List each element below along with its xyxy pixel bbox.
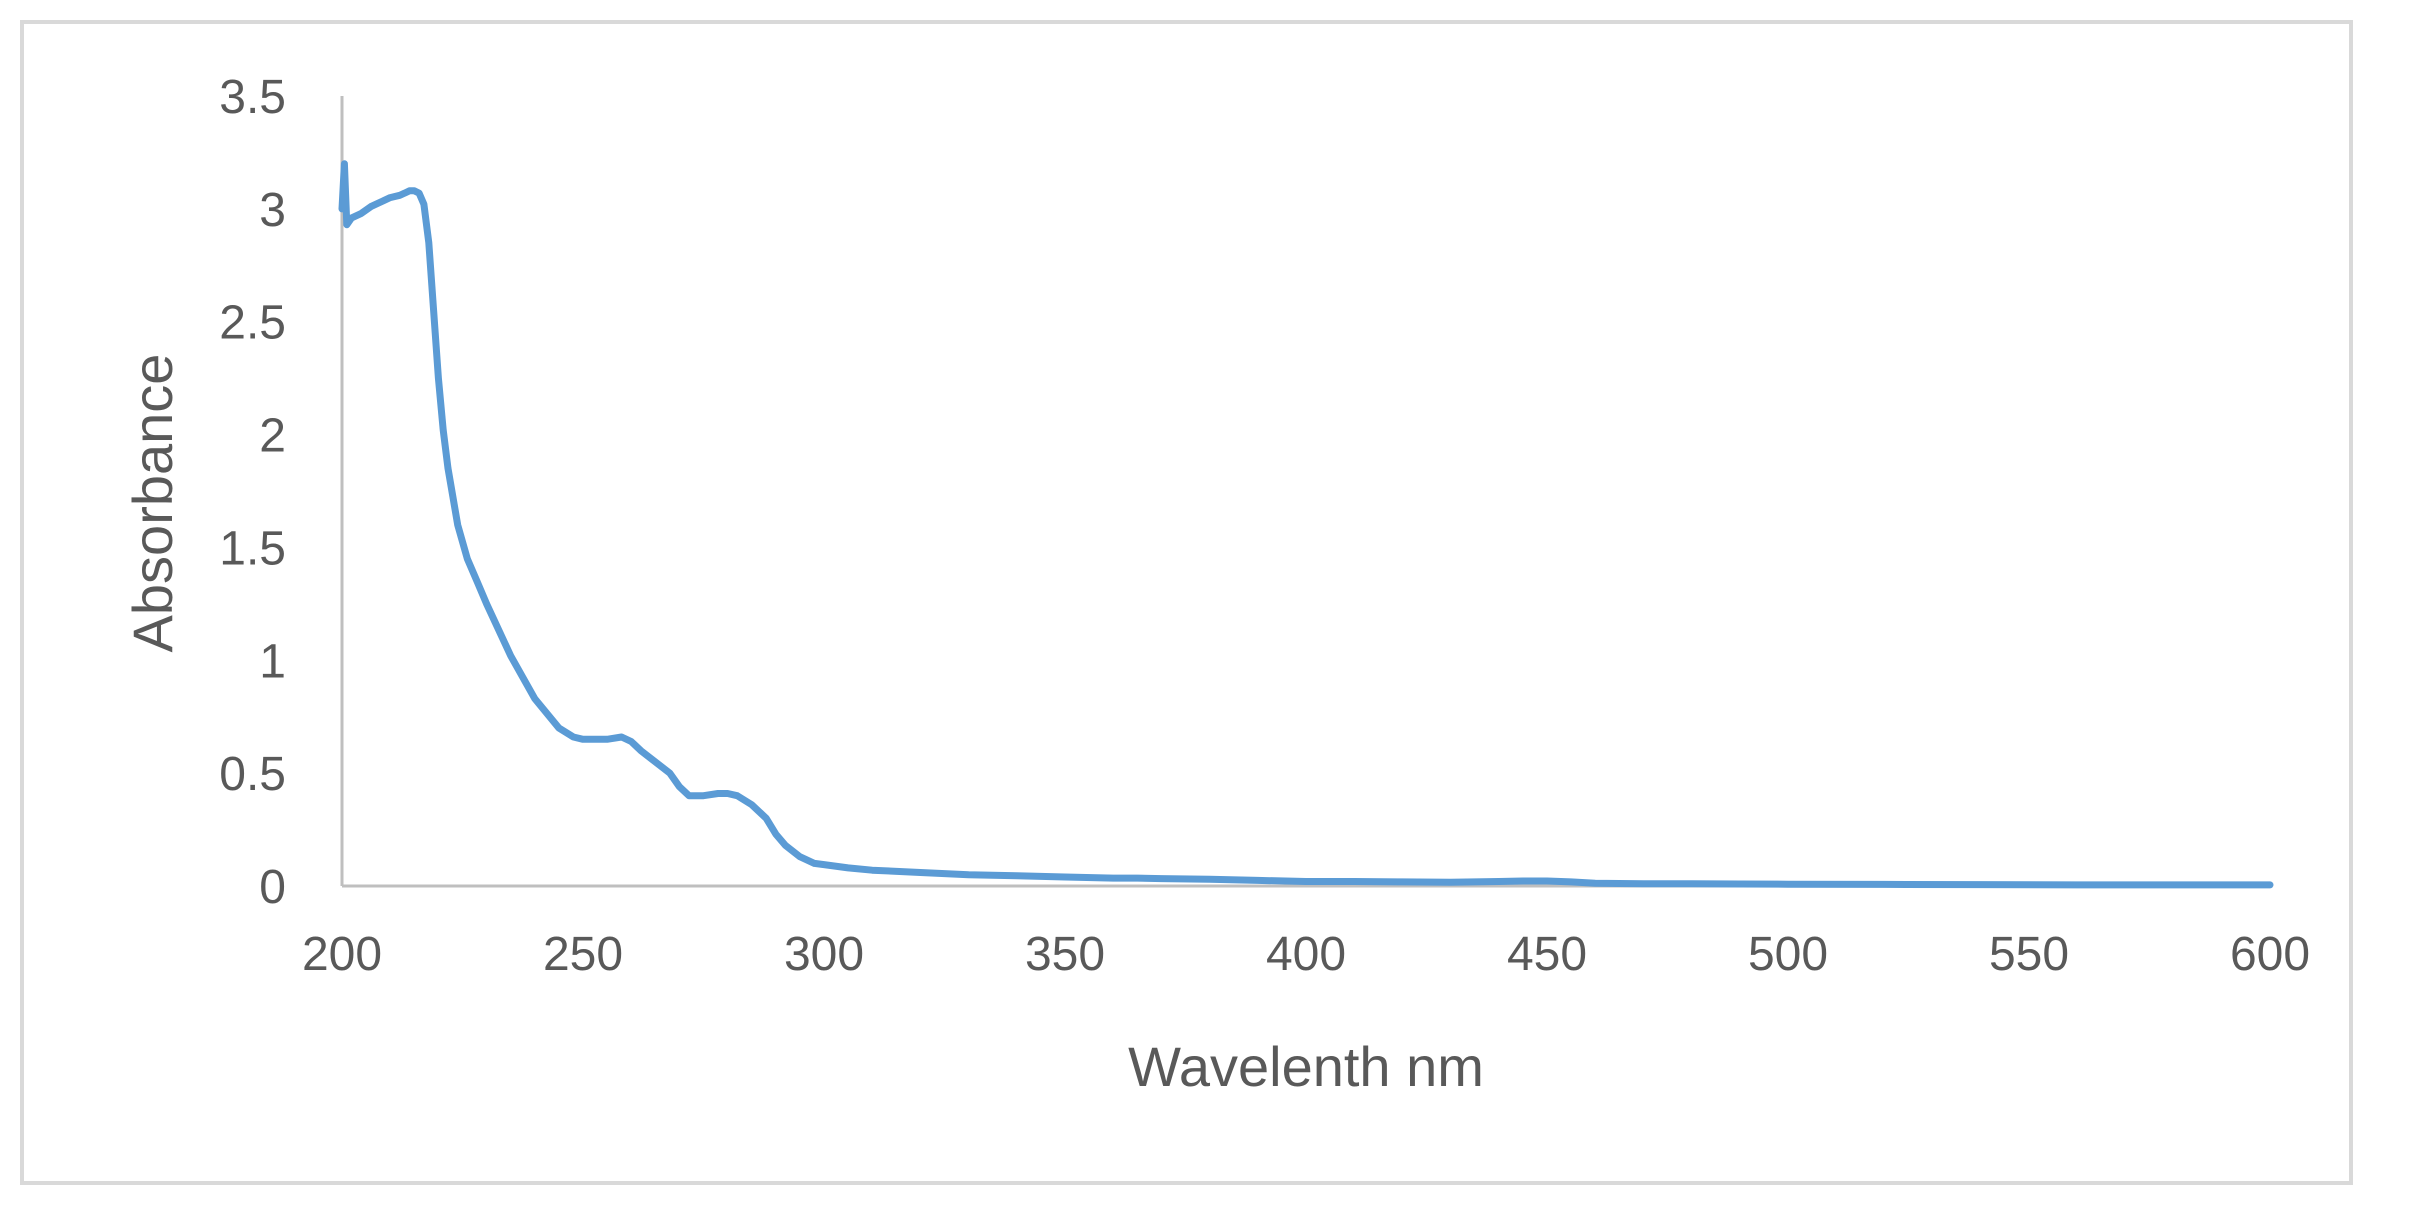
x-tick-label: 200 (302, 928, 382, 981)
x-tick-label: 300 (784, 928, 864, 981)
x-tick-labels: 200 250 300 350 400 450 500 550 600 (302, 928, 2310, 981)
chart-frame (20, 20, 2353, 1185)
y-tick-label: 2 (259, 410, 286, 463)
y-tick-label: 2.5 (219, 297, 286, 350)
y-tick-labels: 0 0.5 1 1.5 2 2.5 3 3.5 (219, 71, 286, 914)
y-tick-label: 3.5 (219, 71, 286, 124)
x-axis-title: Wavelenth nm (1128, 1035, 1484, 1098)
y-axis-title: Absorbance (121, 354, 184, 653)
y-tick-label: 0.5 (219, 748, 286, 801)
y-tick-label: 1.5 (219, 522, 286, 575)
x-tick-label: 600 (2230, 928, 2310, 981)
x-tick-label: 250 (543, 928, 623, 981)
x-tick-label: 400 (1266, 928, 1346, 981)
absorbance-series-line (338, 160, 2274, 889)
x-tick-label: 500 (1748, 928, 1828, 981)
x-tick-label: 550 (1989, 928, 2069, 981)
y-tick-label: 3 (259, 184, 286, 237)
x-tick-label: 450 (1507, 928, 1587, 981)
y-tick-label: 0 (259, 861, 286, 914)
y-tick-label: 1 (259, 635, 286, 688)
x-tick-label: 350 (1025, 928, 1105, 981)
